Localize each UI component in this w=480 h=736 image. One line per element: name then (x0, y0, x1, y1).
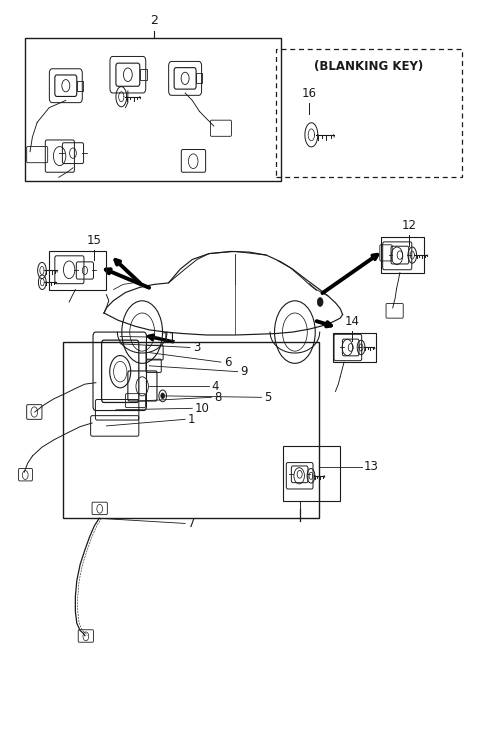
Text: 15: 15 (87, 234, 102, 247)
Bar (381, 238, 424, 272)
Text: 14: 14 (345, 315, 360, 328)
Text: 5: 5 (264, 391, 272, 404)
Bar (196, 74, 203, 83)
Text: 12: 12 (402, 219, 417, 233)
Text: 4: 4 (212, 380, 219, 393)
Bar (333, 333, 376, 362)
Bar (25, 38, 281, 181)
Text: 8: 8 (214, 391, 222, 404)
Bar (63, 342, 319, 518)
Circle shape (317, 297, 323, 306)
Bar (77, 81, 83, 91)
Bar (140, 69, 147, 80)
Text: 10: 10 (195, 402, 210, 415)
Text: 1: 1 (188, 413, 195, 426)
Text: 2: 2 (150, 14, 158, 27)
Text: 16: 16 (302, 88, 317, 100)
Text: 9: 9 (240, 365, 248, 378)
Text: 3: 3 (193, 341, 200, 354)
Text: 7: 7 (188, 517, 195, 530)
Text: (BLANKING KEY): (BLANKING KEY) (314, 60, 423, 73)
Text: 6: 6 (224, 355, 231, 369)
Circle shape (161, 393, 165, 399)
Bar (276, 49, 462, 177)
Text: 11: 11 (162, 330, 177, 344)
Bar (283, 447, 340, 501)
Bar (49, 252, 107, 289)
Text: 13: 13 (364, 461, 379, 473)
